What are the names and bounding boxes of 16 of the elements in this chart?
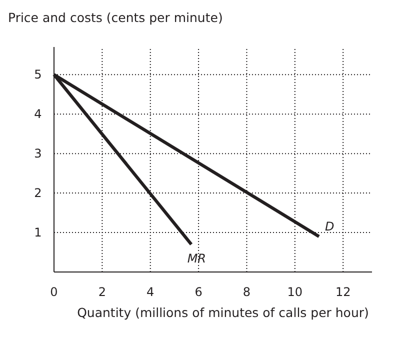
x-tick-label: 4 [146,285,154,299]
y-tick-label: 2 [34,186,42,200]
y-tick-label: 1 [34,226,42,240]
x-tick-label: 12 [335,285,351,299]
y-tick-label: 5 [34,68,42,82]
x-tick-label: 2 [98,285,106,299]
series-label: MR [187,251,206,266]
y-axis-title: Price and costs (cents per minute) [8,10,223,25]
x-tick-label: 6 [194,285,202,299]
y-tick-label: 4 [34,107,42,122]
x-tick-label: 8 [242,285,251,299]
series-label: D [325,219,334,234]
x-tick-label: 10 [287,285,303,299]
x-tick-label: 0 [50,285,58,299]
x-axis-title: Quantity (millions of minutes of calls per hour) [77,305,369,320]
y-tick-label: 3 [34,146,42,161]
